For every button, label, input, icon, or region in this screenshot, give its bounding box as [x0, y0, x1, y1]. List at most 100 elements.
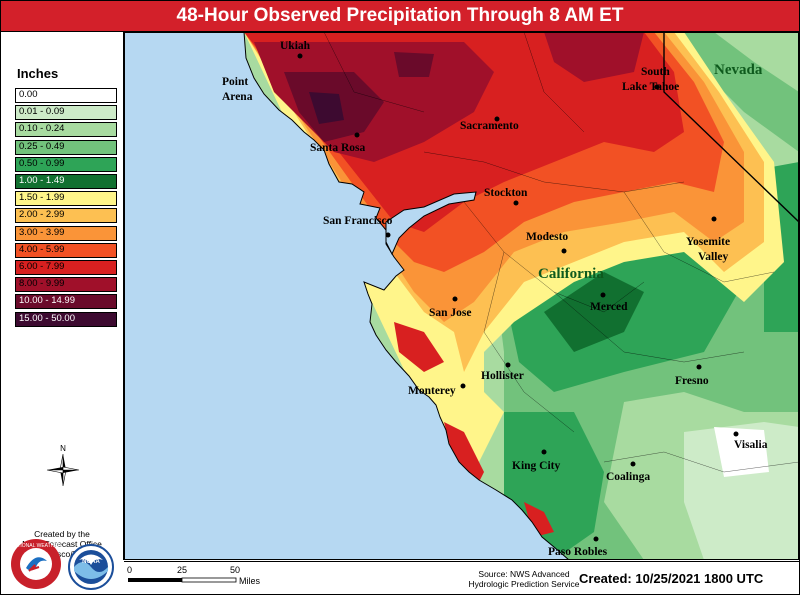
legend-label: 0.01 - 0.09: [19, 106, 65, 118]
san-francisco-bay: [385, 191, 477, 256]
city-sacramento: Sacramento: [460, 116, 519, 132]
legend-label: 8.00 - 9.99: [19, 278, 65, 290]
svg-text:Merced: Merced: [590, 301, 628, 313]
svg-text:Ukiah: Ukiah: [280, 40, 311, 52]
city-point-arena: Point Arena: [222, 76, 253, 103]
city-paso-robles: Paso Robles: [548, 536, 608, 558]
scale-units: Miles: [239, 576, 261, 586]
legend-swatch: [15, 242, 117, 258]
legend-label: 0.00: [19, 89, 38, 100]
legend-swatch: [15, 260, 117, 275]
city-king-city: King City: [512, 449, 560, 472]
state-border: [663, 32, 799, 223]
legend-item: 15.00 - 50.00: [15, 311, 123, 327]
office-line-3: San Francisco/Monterey: [15, 549, 109, 559]
legend-label: 0.10 - 0.24: [19, 123, 65, 135]
legend-label: 15.00 - 50.00: [19, 312, 75, 324]
city-san-francisco: San Francisco: [323, 215, 393, 238]
source-credit: Source: NWS Advanced Hydrologic Predicti…: [459, 569, 589, 589]
office-line-2: NWS Forecast Office: [22, 539, 102, 549]
source-line-1: Source: NWS Advanced: [478, 569, 570, 579]
legend-item: 0.10 - 0.24: [15, 122, 123, 138]
city-ukiah: Ukiah: [280, 40, 311, 59]
svg-text:Monterey: Monterey: [408, 385, 456, 397]
city-modesto: Modesto: [526, 231, 568, 254]
map-footer: 0 25 50 Miles Source: NWS Advanced Hydro…: [124, 561, 799, 594]
created-timestamp: Created: 10/25/2021 1800 UTC: [579, 571, 764, 586]
city-markers: Ukiah Point Arena Santa Rosa Sacramento S…: [222, 40, 768, 558]
svg-text:NATIONAL WEATHER: NATIONAL WEATHER: [11, 543, 62, 549]
svg-text:Lake Tahoe: Lake Tahoe: [622, 81, 679, 93]
legend-item: 0.50 - 0.99: [15, 156, 123, 172]
north-label: N: [60, 444, 66, 453]
office-credit: Created by the NWS Forecast Office San F…: [1, 529, 123, 559]
legend-item: 1.50 - 1.99: [15, 191, 123, 207]
legend-swatch: [15, 277, 117, 293]
legend-label: 3.00 - 3.99: [19, 226, 65, 238]
city-fresno: Fresno: [675, 364, 709, 387]
legend-swatch: [15, 208, 117, 224]
legend-item: 2.00 - 2.99: [15, 208, 123, 224]
city-yosemite-valley: Yosemite Valley: [686, 216, 730, 263]
state-label-nevada: Nevada: [714, 62, 763, 78]
svg-text:King City: King City: [512, 460, 560, 472]
noaa-logo-icon: NOAA: [68, 544, 114, 590]
svg-text:San Francisco: San Francisco: [323, 215, 393, 227]
legend-item: 0.25 - 0.49: [15, 139, 123, 155]
svg-text:Fresno: Fresno: [675, 375, 709, 387]
legend-label: 4.00 - 5.99: [19, 243, 65, 255]
legend-label: 10.00 - 14.99: [19, 295, 75, 307]
city-monterey: Monterey: [408, 383, 466, 397]
legend-panel: Inches 0.00 0.01 - 0.09 0.10 - 0.24 0.25 - …: [1, 32, 124, 590]
legend-swatch: [15, 122, 117, 138]
source-line-2: Hydrologic Prediction Service: [468, 579, 580, 589]
legend-item: 6.00 - 7.99: [15, 260, 123, 275]
legend-label: 0.50 - 0.99: [19, 157, 65, 169]
city-south-lake-tahoe: South Lake Tahoe: [622, 66, 679, 93]
legend-label: 6.00 - 7.99: [19, 261, 65, 272]
svg-text:Modesto: Modesto: [526, 231, 568, 243]
svg-text:Arena: Arena: [222, 91, 253, 103]
legend-swatch: [15, 294, 117, 310]
scale-label-50: 50: [230, 565, 241, 575]
legend-item: 8.00 - 9.99: [15, 277, 123, 293]
svg-text:Sacramento: Sacramento: [460, 120, 519, 132]
svg-text:Stockton: Stockton: [484, 187, 528, 199]
svg-text:Paso Robles: Paso Robles: [548, 546, 608, 558]
precipitation-layer: [244, 32, 799, 560]
city-san-jose: San Jose: [429, 296, 472, 319]
legend-item: 4.00 - 5.99: [15, 242, 123, 258]
legend-swatch: [15, 156, 117, 172]
svg-text:NOAA: NOAA: [82, 559, 100, 565]
map-title: 48-Hour Observed Precipitation Through 8…: [1, 1, 799, 32]
city-hollister: Hollister: [481, 362, 524, 382]
precipitation-map: Ukiah Point Arena Santa Rosa Sacramento S…: [124, 32, 799, 560]
legend-item: 0.00: [15, 88, 123, 103]
svg-text:Hollister: Hollister: [481, 370, 524, 382]
legend-swatch: [15, 105, 117, 121]
svg-text:Coalinga: Coalinga: [606, 471, 650, 483]
svg-text:Visalia: Visalia: [734, 439, 768, 451]
legend-label: 1.50 - 1.99: [19, 192, 65, 204]
city-santa-rosa: Santa Rosa: [310, 132, 366, 154]
legend-label: 2.00 - 2.99: [19, 209, 65, 221]
scale-label-0: 0: [127, 565, 133, 575]
legend-item: 10.00 - 14.99: [15, 294, 123, 310]
legend-item: 1.00 - 1.49: [15, 174, 123, 189]
office-line-1: Created by the: [34, 529, 90, 539]
scale-label-25: 25: [177, 565, 188, 575]
city-merced: Merced: [590, 292, 628, 313]
legend-swatch: [15, 225, 117, 241]
legend-swatch: [15, 191, 117, 207]
legend-label: 0.25 - 0.49: [19, 140, 65, 152]
city-visalia: Visalia: [733, 431, 768, 451]
legend-swatch: [15, 139, 117, 155]
legend-swatch: [15, 174, 117, 189]
legend-swatch: [15, 88, 117, 103]
nws-logo-icon: NATIONAL WEATHER: [11, 539, 62, 589]
county-lines: [323, 32, 799, 473]
city-stockton: Stockton: [484, 187, 528, 206]
svg-text:San Jose: San Jose: [429, 307, 472, 319]
svg-text:South: South: [641, 66, 670, 78]
